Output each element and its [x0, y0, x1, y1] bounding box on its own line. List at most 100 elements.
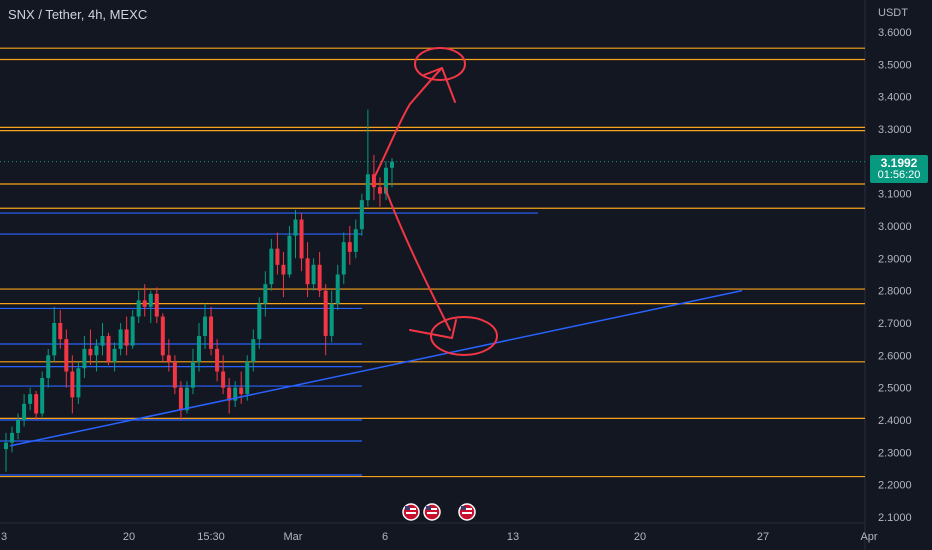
candle-body [383, 167, 388, 194]
down-arrow-path [384, 187, 451, 331]
candle-body [58, 323, 63, 340]
candle-body [353, 229, 358, 252]
candle-body [4, 442, 8, 450]
candle-body [239, 387, 244, 395]
time-tick-label: 13 [507, 531, 519, 543]
candle-body [76, 368, 81, 398]
up-arrow-head [423, 67, 456, 103]
candle-body [281, 264, 286, 275]
candle-body [329, 303, 334, 336]
price-tick-label: 3.3000 [878, 124, 912, 136]
candle-body [299, 219, 304, 259]
price-tick-label: 2.8000 [878, 286, 912, 298]
time-axis-ticks: 3 20 15:30 Mar 6 13 20 27 Apr [1, 531, 878, 543]
candle-body [172, 361, 177, 388]
price-tick-label: 2.9000 [878, 253, 912, 265]
candle-body [190, 361, 195, 388]
us-flag-icon [458, 503, 476, 521]
analysis-annotation [373, 47, 498, 356]
horizontal-segments-layer [0, 212, 538, 476]
candle-body [335, 274, 340, 304]
candle-body [197, 335, 201, 362]
candle-body [269, 248, 274, 285]
up-arrow-path [373, 67, 443, 179]
candle-body [82, 348, 87, 369]
candle-body [221, 371, 226, 388]
candle-body [94, 345, 99, 356]
us-flag-icon [423, 503, 441, 521]
candle-body [154, 293, 159, 317]
candle-body [70, 371, 75, 398]
candle-countdown: 01:56:20 [877, 169, 921, 181]
time-tick-label: 27 [757, 531, 769, 543]
candle-body [22, 403, 27, 420]
candle-body [233, 387, 238, 401]
candle-body [28, 394, 33, 404]
price-tick-label: 3.6000 [878, 27, 912, 39]
candle-body [347, 242, 352, 252]
chart-title: SNX / Tether, 4h, MEXC [8, 7, 148, 22]
candle-body [341, 242, 346, 275]
candle-body [287, 235, 292, 275]
trend-line[interactable] [9, 289, 743, 447]
current-price-value: 3.1992 [880, 156, 918, 170]
candle-body [52, 323, 57, 356]
candle-body [148, 293, 153, 307]
candle-body [160, 316, 165, 356]
price-tick-label: 3.1000 [878, 189, 912, 201]
candle-body [142, 300, 147, 307]
candle-body [323, 290, 328, 336]
candle-body [377, 187, 382, 194]
price-tick-label: 2.7000 [878, 318, 912, 330]
candle-body [88, 348, 93, 356]
candle-body [359, 200, 364, 230]
candle-body [64, 339, 69, 372]
candle-body [317, 264, 322, 291]
price-tick-label: 3.4000 [878, 92, 912, 104]
candle-body [263, 284, 268, 304]
time-tick-label: 6 [382, 531, 388, 543]
candle-body [130, 316, 135, 346]
candle-body [118, 329, 123, 349]
down-arrow-head [409, 319, 457, 339]
candle-body [136, 300, 141, 317]
price-tick-label: 2.6000 [878, 350, 912, 362]
candle-body [10, 432, 15, 443]
candle-body [166, 355, 171, 362]
candle-body [34, 394, 39, 414]
horizontal-levels-layer [0, 47, 865, 478]
target-circle-upper [414, 47, 466, 81]
time-tick-label: 20 [634, 531, 646, 543]
time-tick-label: 15:30 [197, 531, 225, 543]
price-tick-label: 2.5000 [878, 383, 912, 395]
time-tick-label: 20 [123, 531, 135, 543]
candle-body [371, 174, 376, 188]
candle-body [275, 248, 280, 265]
price-axis-ticks: 3.6000 3.5000 3.4000 3.3000 3.1000 3.0000 2.90… [878, 27, 912, 524]
us-flag-icon [402, 503, 420, 521]
time-tick-label: Apr [860, 531, 877, 543]
event-markers[interactable] [402, 503, 476, 521]
candle-body [257, 303, 262, 340]
candle-body [245, 361, 250, 395]
candle-body [100, 335, 105, 346]
candle-body [46, 355, 51, 378]
target-circle-lower [430, 316, 498, 356]
candle-body [106, 335, 111, 362]
candle-body [16, 420, 21, 433]
candle-body [184, 387, 189, 411]
candle-body [112, 348, 117, 362]
candle-body [209, 316, 214, 349]
candle-body [40, 377, 45, 414]
price-tick-label: 2.3000 [878, 447, 912, 459]
candle-body [215, 348, 220, 372]
candle-body [311, 264, 316, 285]
current-price-label: 3.1992 01:56:20 [870, 155, 928, 183]
candle-body [124, 329, 129, 346]
candle-body [203, 316, 208, 336]
price-tick-label: 2.4000 [878, 415, 912, 427]
candle-body [178, 387, 183, 411]
candles-layer [4, 109, 394, 472]
price-axis-unit: USDT [878, 7, 908, 19]
